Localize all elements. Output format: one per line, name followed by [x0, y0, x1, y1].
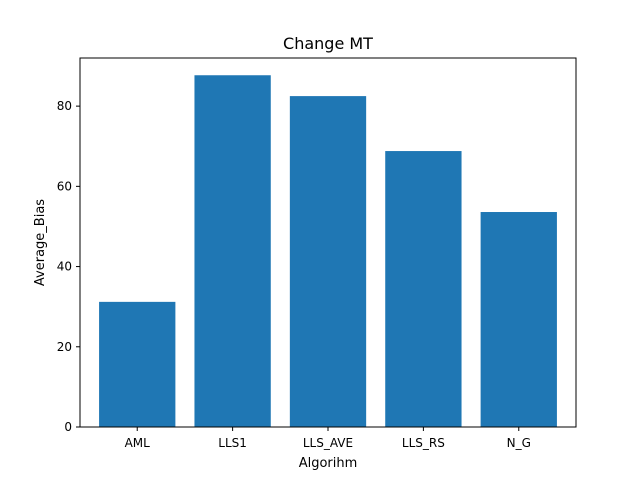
x-ticks-group: AML LLS1 LLS_AVE LLS_RS N_G [125, 427, 531, 450]
y-tick-label: 20 [57, 340, 72, 354]
bar-lls1 [194, 75, 271, 428]
bar-aml [99, 301, 176, 427]
x-tick-label: LLS_RS [402, 436, 445, 450]
x-tick-label: N_G [507, 436, 531, 450]
y-tick-label: 60 [57, 179, 72, 193]
plot-frame [79, 57, 577, 428]
y-ticks-group: 0 20 40 60 80 [57, 99, 80, 434]
x-tick-label: LLS_AVE [303, 436, 353, 450]
y-axis-label: Average_Bias [33, 199, 48, 286]
y-tick-label: 40 [57, 260, 72, 274]
chart-title: Change MT [283, 34, 373, 53]
x-tick-label: LLS1 [218, 436, 247, 450]
x-axis-label: Algorihm [299, 456, 358, 471]
x-tick-label: AML [125, 436, 151, 450]
y-tick-label: 0 [64, 420, 72, 434]
bar-lls-rs [385, 151, 462, 427]
bar-n-g [480, 212, 557, 427]
bars-group [99, 75, 557, 428]
bar-lls-ave [289, 96, 367, 427]
y-tick-label: 80 [57, 99, 72, 113]
